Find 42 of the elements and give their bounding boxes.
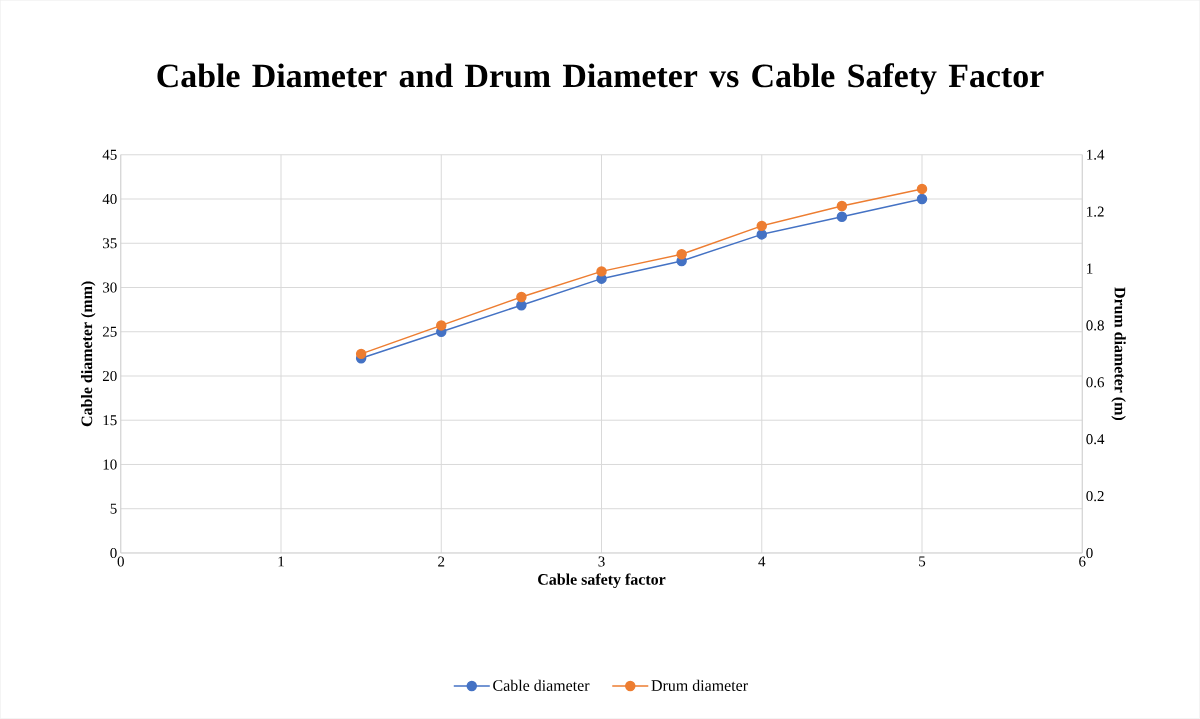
x-tick-label: 0 — [117, 556, 124, 567]
y2-tick-label: 0.6 — [1086, 377, 1105, 388]
legend-label: Drum diameter — [651, 679, 748, 692]
x-tick-label: 5 — [919, 556, 926, 567]
x-tick-label: 2 — [438, 556, 445, 567]
y-tick-label: 45 — [102, 149, 117, 160]
y-tick-label: 0 — [110, 548, 117, 559]
y-tick-label: 25 — [102, 326, 117, 337]
point — [355, 348, 367, 360]
point — [516, 291, 527, 303]
y-tick-label: 35 — [103, 238, 117, 249]
x-tick-label: 3 — [598, 556, 605, 567]
y-tick-label: 10 — [103, 459, 117, 470]
y2-tick-label: 0 — [1086, 548, 1093, 559]
point — [676, 249, 687, 260]
point — [836, 211, 848, 223]
chart-title: Cable Diameter and Drum Diameter vs Cable Safety Factor — [157, 63, 1044, 95]
point — [596, 266, 607, 277]
y2-tick-label: 1 — [1087, 263, 1093, 274]
y-tick-label: 5 — [110, 503, 117, 514]
x-axis-title: Cable safety factor — [538, 573, 666, 589]
point — [756, 220, 767, 232]
point — [756, 229, 767, 240]
y-tick-label: 20 — [102, 371, 117, 382]
y-tick-label: 30 — [103, 282, 117, 293]
y-tick-label: 15 — [103, 415, 117, 426]
x-tick-label: 4 — [758, 556, 766, 567]
point — [436, 320, 447, 331]
point — [916, 193, 928, 205]
y2-tick-label: 1.2 — [1087, 206, 1104, 217]
point — [836, 200, 848, 212]
y2-tick-label: 0.8 — [1086, 320, 1104, 331]
point — [916, 183, 928, 195]
legend-label: Cable diameter — [493, 679, 590, 692]
y2-tick-label: 0.2 — [1086, 491, 1104, 502]
y2-tick-label: 1.4 — [1087, 149, 1105, 160]
y-tick-label: 40 — [102, 194, 117, 205]
y2-axis-title: Drum diameter (m) — [1111, 287, 1126, 421]
y2-tick-label: 0.4 — [1086, 434, 1105, 445]
x-tick-label: 6 — [1079, 556, 1086, 567]
x-tick-label: 1 — [278, 556, 284, 567]
y-axis-title: Cable diameter (mm) — [80, 281, 96, 427]
